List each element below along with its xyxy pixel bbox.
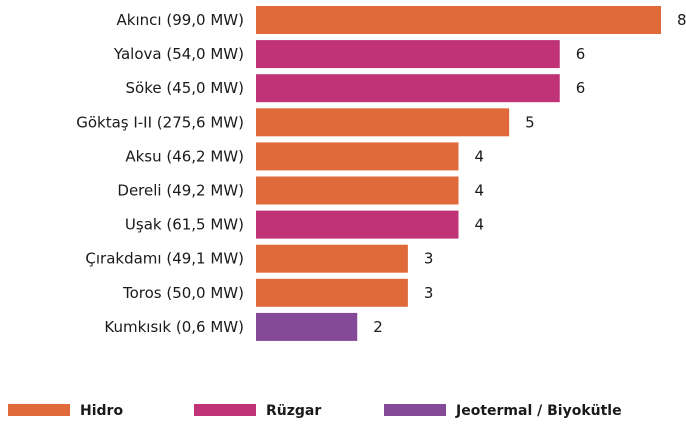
bar	[256, 6, 661, 34]
category-label: Söke (45,0 MW)	[126, 79, 245, 97]
category-label: Kumkısık (0,6 MW)	[104, 318, 244, 336]
bar	[256, 108, 510, 137]
value-label: 5	[525, 113, 535, 131]
bar	[256, 278, 408, 307]
value-label: 4	[475, 147, 485, 165]
bar	[256, 176, 459, 205]
legend-label: Hidro	[80, 403, 123, 419]
bar	[256, 142, 459, 171]
legend-label: Jeotermal / Biyokütle	[455, 403, 622, 419]
legend-swatch	[8, 404, 70, 416]
bar	[256, 244, 408, 273]
category-label: Dereli (49,2 MW)	[117, 182, 244, 200]
category-label: Uşak (61,5 MW)	[125, 216, 244, 234]
bar	[256, 312, 358, 341]
category-label: Yalova (54,0 MW)	[113, 45, 244, 63]
value-label: 3	[424, 250, 434, 268]
legend-swatch	[194, 404, 256, 416]
category-label: Toros (50,0 MW)	[122, 284, 244, 302]
legend: Hidro Rüzgar Jeotermal / Biyokütle	[8, 403, 622, 419]
value-label: 2	[373, 318, 383, 336]
category-label: Göktaş I-II (275,6 MW)	[76, 113, 244, 131]
legend-swatch	[384, 404, 446, 416]
category-label: Akıncı (99,0 MW)	[117, 11, 244, 29]
value-label: 8	[677, 11, 686, 29]
category-label: Çırakdamı (49,1 MW)	[85, 250, 244, 268]
value-label: 6	[576, 45, 586, 63]
bar	[256, 210, 459, 239]
bar	[256, 40, 560, 69]
value-label: 4	[475, 216, 485, 234]
value-label: 6	[576, 79, 586, 97]
legend-label: Rüzgar	[266, 403, 321, 419]
bar	[256, 74, 560, 103]
category-label: Aksu (46,2 MW)	[125, 147, 244, 165]
value-label: 4	[475, 182, 485, 200]
value-label: 3	[424, 284, 434, 302]
bars-layer: Akıncı (99,0 MW) 8 Yalova (54,0 MW) 6 Söke (…	[76, 6, 686, 341]
